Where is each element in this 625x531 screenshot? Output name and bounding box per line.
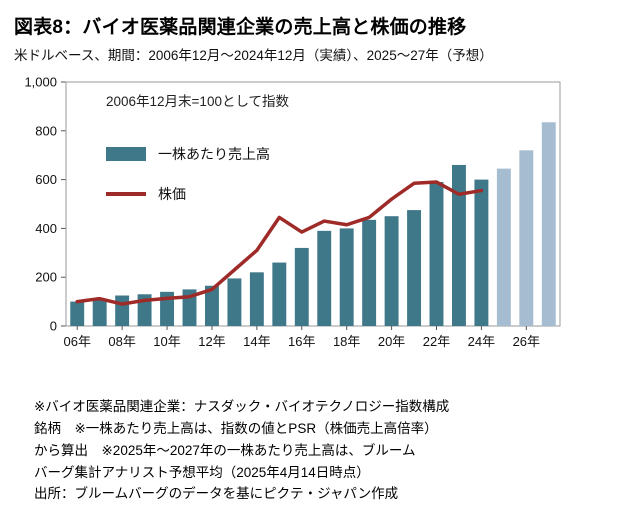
chart-legend: 一株あたり売上高 株価	[106, 142, 270, 222]
svg-text:18年: 18年	[333, 334, 360, 349]
footnote-line: ※バイオ医薬品関連企業：ナスダック・バイオテクノロジー指数構成	[34, 399, 450, 414]
legend-bar-swatch	[106, 147, 146, 161]
legend-label-sales: 一株あたり売上高	[158, 146, 270, 162]
footnote-line: 銘柄 ※一株あたり売上高は、指数の値とPSR（株価売上高倍率）	[34, 420, 438, 436]
legend-item-sales: 一株あたり売上高	[106, 142, 270, 166]
svg-text:06年: 06年	[63, 334, 90, 349]
svg-text:800: 800	[35, 123, 57, 138]
footnote-line: 出所：ブルームバーグのデータを基にピクテ・ジャパン作成	[34, 486, 399, 502]
svg-text:14年: 14年	[243, 334, 270, 349]
svg-text:400: 400	[35, 221, 57, 236]
svg-text:1,000: 1,000	[24, 75, 57, 90]
chart-area: 0 200 400 600 800 1,000 06年 08年 10年 12年 14年 16年 18年 2…	[14, 74, 579, 370]
footnote-line: から算出 ※2025年～2027年の一株あたり売上高は、ブルーム	[34, 442, 416, 458]
svg-text:10年: 10年	[153, 334, 180, 349]
svg-text:20年: 20年	[378, 334, 405, 349]
svg-text:08年: 08年	[108, 334, 135, 349]
footnote-line: バーグ集計アナリスト予想平均（2025年4月14日時点）	[34, 464, 370, 480]
svg-text:24年: 24年	[468, 334, 495, 349]
chart-subtitle: 米ドルベース、期間：2006年12月～2024年12月（実績）、2025～27年…	[14, 48, 493, 63]
chart-annotation: 2006年12月末=100として指数	[106, 94, 290, 109]
svg-text:16年: 16年	[288, 334, 315, 349]
legend-item-price: 株価	[106, 182, 270, 206]
svg-text:200: 200	[35, 270, 57, 285]
svg-text:26年: 26年	[513, 334, 540, 349]
svg-text:22年: 22年	[423, 334, 450, 349]
legend-line-swatch	[106, 192, 146, 196]
page-title: 図表8：バイオ医薬品関連企業の売上高と株価の推移	[14, 17, 467, 38]
footnotes: ※バイオ医薬品関連企業：ナスダック・バイオテクノロジー指数構成 銘柄 ※一株あた…	[14, 396, 615, 505]
svg-text:0: 0	[50, 319, 57, 334]
legend-label-price: 株価	[158, 186, 186, 202]
svg-text:600: 600	[35, 172, 57, 187]
svg-text:12年: 12年	[198, 334, 225, 349]
chart-canvas: 0 200 400 600 800 1,000 06年 08年 10年 12年 14年 16年 18年 2…	[24, 75, 561, 349]
